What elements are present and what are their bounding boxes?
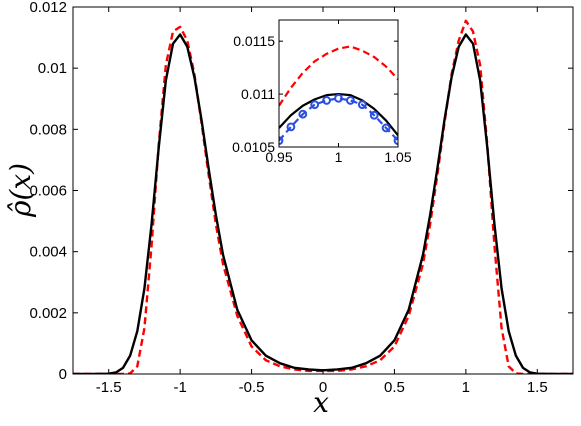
y-tick-label: 0.012 (29, 0, 67, 16)
x-axis-label: x (313, 386, 329, 419)
y-axis-label: ρ̂(x) (4, 163, 37, 218)
y-tick-label: 0 (59, 366, 67, 383)
inset-series-2-point (346, 96, 355, 105)
inset-x-tick-label: 1 (335, 149, 343, 165)
x-tick-label: 1.5 (527, 379, 548, 396)
y-tick-label: 0.008 (29, 121, 67, 138)
y-tick-label: 0.006 (29, 183, 67, 200)
inset-series-2-point (381, 123, 391, 133)
inset-series-2-point (310, 100, 320, 110)
x-tick-label: -1.5 (96, 379, 122, 396)
y-tick-label: 0.002 (29, 305, 67, 322)
inset-series-line-0 (279, 45, 398, 107)
x-tick-label: 0.5 (384, 379, 405, 396)
inset-series-2-point (393, 136, 398, 146)
inset-y-tick-label: 0.011 (241, 86, 275, 102)
y-tick-label: 0.01 (38, 60, 67, 77)
inset-y-tick-label: 0.0105 (232, 139, 275, 155)
inset-series-2-point (334, 93, 343, 103)
inset-series-2-point (322, 96, 332, 105)
x-tick-label: -1 (173, 379, 186, 396)
inset-y-tick-label: 0.0115 (233, 33, 275, 49)
inset-series-2-point (369, 110, 379, 120)
x-tick-label: 0 (319, 379, 327, 396)
inset-x-tick-label: 0.95 (265, 149, 292, 165)
inset-plot-area (279, 20, 398, 147)
inset-series-2-point (286, 122, 296, 132)
inset-x-tick-label: 1.05 (384, 149, 411, 165)
x-tick-label: 1 (462, 379, 470, 396)
inset-series-2-point (298, 109, 308, 119)
y-tick-label: 0.004 (29, 244, 67, 261)
x-tick-label: -0.5 (239, 379, 265, 396)
inset-series-2-point (357, 100, 367, 110)
inset-series-line-2 (279, 97, 398, 142)
